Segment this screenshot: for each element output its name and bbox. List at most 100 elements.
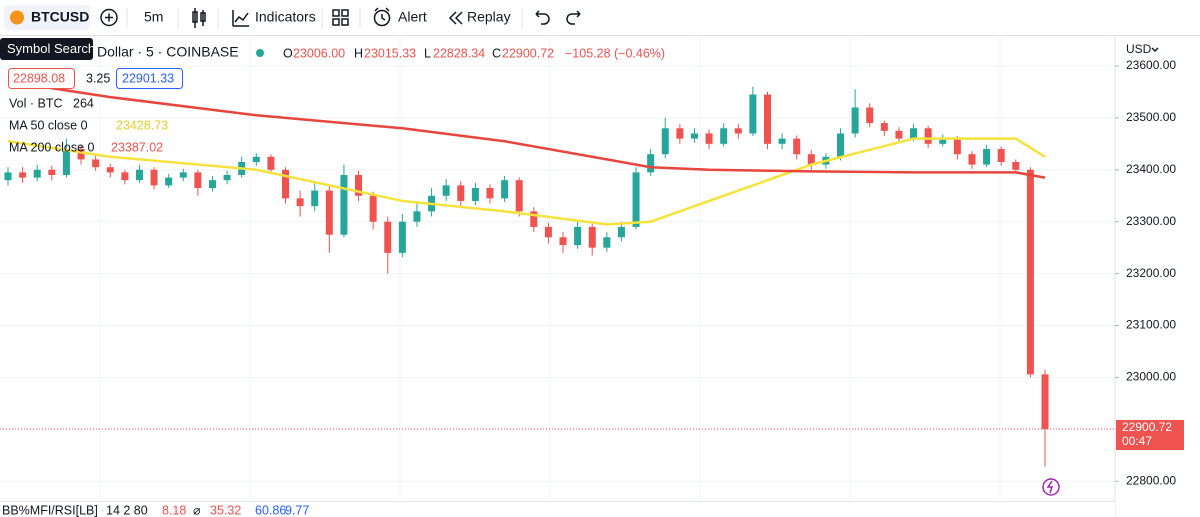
toolbar — [0, 0, 1200, 35]
candle-body — [486, 187, 494, 199]
candle-body — [471, 187, 479, 201]
y-tick-label: 23200.00 — [1126, 266, 1176, 280]
interval[interactable]: 5m — [144, 9, 163, 25]
moving-average — [7, 137, 1046, 226]
candle-body — [311, 190, 319, 207]
candle-body — [369, 195, 377, 222]
countdown: 00:47 — [1122, 434, 1152, 448]
candle-body — [442, 185, 450, 196]
undo-button[interactable] — [535, 10, 550, 25]
plot-area — [0, 36, 1115, 500]
last-price-box — [1116, 420, 1184, 451]
y-tick-label: 23100.00 — [1126, 318, 1176, 332]
spread: 3.25 — [86, 71, 110, 85]
c-label: C — [492, 46, 501, 60]
bid[interactable]: 22898.08 — [13, 71, 65, 85]
candle-body — [939, 138, 947, 144]
pane-name: BB%MFI/RSI[LB] — [2, 503, 98, 517]
pane-v4: 9.77 — [285, 503, 309, 517]
candle-body — [106, 167, 114, 173]
candle-body — [676, 128, 684, 139]
candle-body — [33, 169, 41, 178]
layout-button[interactable] — [332, 9, 349, 26]
alert-button[interactable]: Alert — [398, 9, 427, 25]
candle-body — [705, 133, 713, 144]
volume-label: Vol · BTC — [9, 96, 63, 110]
candle-body — [661, 128, 669, 155]
candle-body — [953, 138, 961, 155]
market-status — [256, 49, 264, 57]
candle-body — [325, 190, 333, 235]
chart-type-button[interactable] — [192, 8, 206, 28]
candle-body — [340, 174, 348, 235]
last-price-label: 22900.72 — [1122, 420, 1172, 434]
l-value: 22828.34 — [433, 46, 485, 60]
h-label: H — [354, 46, 363, 60]
candle-body — [4, 172, 12, 181]
axis-labels: 23600.00 23500.00 23400.00 23300.00 23200.00… — [1115, 58, 1184, 487]
replay-button[interactable]: Replay — [467, 9, 511, 25]
buy-box[interactable] — [116, 68, 183, 89]
candle-body — [574, 226, 582, 246]
o-value: 23006.00 — [293, 46, 345, 60]
candle-body — [603, 237, 611, 248]
candle-body — [968, 154, 976, 165]
candle-body — [296, 198, 304, 207]
candle-body — [1012, 162, 1020, 170]
candle-body — [355, 174, 363, 196]
candle-body — [690, 133, 698, 139]
candle-body — [223, 174, 231, 181]
symbol-button[interactable] — [4, 5, 90, 30]
ma200-label: MA 200 close 0 — [9, 140, 95, 154]
candle-body — [866, 107, 874, 124]
l-label: L — [424, 46, 431, 60]
change: −105.28 (−0.46%) — [565, 46, 665, 60]
candle-body — [851, 107, 859, 134]
symbol-info: Dollar · 5 · COINBASE — [97, 44, 239, 60]
redo-button[interactable] — [566, 10, 581, 25]
h-value: 23015.33 — [364, 46, 416, 60]
indicator-pane — [0, 502, 1115, 517]
currency[interactable]: USD — [1126, 42, 1152, 56]
pane-symbol: ⌀ — [193, 503, 201, 517]
candle-body — [880, 123, 888, 131]
c-value: 22900.72 — [502, 46, 554, 60]
y-tick-label: 23600.00 — [1126, 58, 1176, 72]
y-tick-label: 23300.00 — [1126, 214, 1176, 228]
candle-body — [19, 172, 27, 178]
y-tick-label: 23400.00 — [1126, 162, 1176, 176]
pane-v2: 35.32 — [210, 503, 241, 517]
compare-button[interactable] — [100, 8, 118, 27]
currency-caret — [1151, 47, 1159, 53]
candle-body — [763, 94, 771, 144]
candle-body — [544, 226, 552, 238]
candle-body — [194, 172, 202, 188]
candle-body — [793, 138, 801, 155]
candle-body — [983, 149, 991, 165]
candle-body — [121, 172, 129, 181]
candle-body — [807, 154, 815, 165]
candle-body — [398, 221, 406, 253]
sell-box[interactable] — [8, 68, 75, 89]
candle-body — [150, 169, 158, 186]
candle-body — [48, 169, 56, 175]
candle-body — [457, 185, 465, 201]
o-label: O — [283, 46, 293, 60]
candle-body — [282, 169, 290, 199]
candle-body — [895, 130, 903, 139]
plus-icon — [105, 13, 113, 22]
candle-body — [647, 154, 655, 173]
candle-body — [530, 211, 538, 227]
candle-body — [501, 180, 509, 199]
symbol[interactable]: BTCUSD — [31, 9, 89, 25]
ask[interactable]: 22901.33 — [122, 71, 174, 85]
candle-body — [62, 149, 70, 175]
ma50-value: 23428.73 — [116, 118, 168, 132]
y-tick-label: 22800.00 — [1126, 473, 1176, 487]
candle-body — [267, 156, 275, 170]
candle-body — [734, 128, 742, 134]
candle-body — [617, 226, 625, 238]
btc-icon — [10, 10, 24, 25]
indicators-button[interactable]: Indicators — [255, 9, 316, 25]
